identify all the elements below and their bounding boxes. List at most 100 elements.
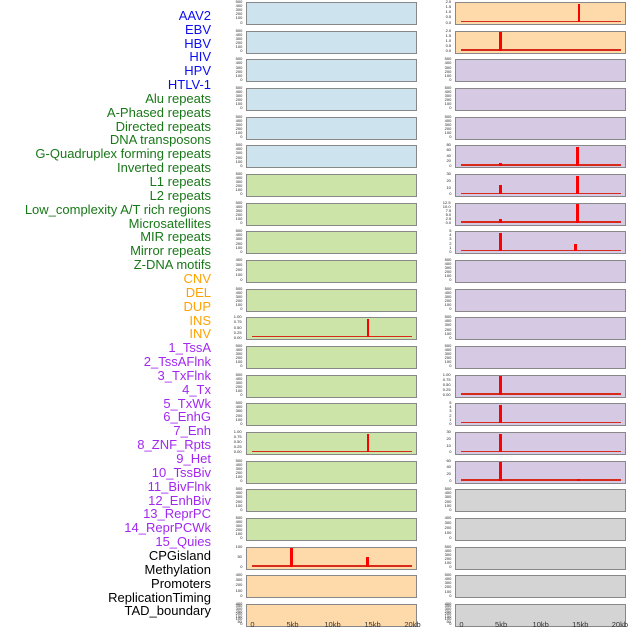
spike-marker bbox=[499, 219, 502, 223]
track-label: Z-DNA motifs bbox=[133, 257, 211, 273]
y-tick-label: 0 bbox=[448, 449, 451, 455]
track-plot bbox=[246, 403, 417, 427]
y-tick-label: 100 bbox=[444, 503, 451, 508]
y-tick-label: 400 bbox=[235, 462, 242, 467]
spike-marker bbox=[499, 163, 502, 166]
y-tick-label: 0.25 bbox=[234, 444, 242, 450]
y-tick-label: 100 bbox=[444, 616, 451, 622]
y-tick-label: 500 bbox=[444, 56, 451, 62]
y-tick-label: 10 bbox=[446, 443, 451, 448]
y-tick-label: 500 bbox=[235, 85, 242, 90]
track-plot bbox=[455, 59, 626, 83]
x-tick-label: 10kb bbox=[324, 620, 341, 629]
y-axis-ticks: 1.00 0.75 0.50 0.25 0.00 bbox=[209, 315, 244, 340]
y-tick-label: 500 bbox=[235, 171, 242, 176]
y-tick-label: 80 bbox=[446, 142, 451, 148]
y-tick-label: 0 bbox=[448, 105, 451, 111]
y-tick-label: 400 bbox=[444, 576, 451, 582]
y-tick-label: 20 bbox=[446, 436, 451, 441]
y-tick-label: 2 bbox=[448, 413, 451, 418]
y-tick-label: 5 bbox=[448, 228, 451, 234]
x-tick-label: 5kb bbox=[286, 620, 299, 629]
y-tick-label: 400 bbox=[444, 548, 451, 553]
y-axis-ticks: 500 400 300 200 100 0 bbox=[418, 56, 453, 82]
y-tick-label: 300 bbox=[444, 494, 451, 500]
track-label: 9_Het bbox=[176, 451, 211, 466]
y-tick-label: 350 bbox=[235, 603, 242, 609]
track-label: 4_Tx bbox=[182, 381, 211, 397]
y-tick-label: 300 bbox=[235, 179, 242, 185]
x-tick-label: 20kb bbox=[611, 620, 629, 629]
y-tick-label: 400 bbox=[235, 146, 242, 152]
y-tick-label: 400 bbox=[235, 175, 242, 181]
y-tick-label: 200 bbox=[235, 499, 242, 504]
y-tick-label: 100 bbox=[235, 44, 242, 50]
y-tick-label: 100 bbox=[235, 616, 242, 622]
y-axis-ticks: 500 400 300 200 100 0 bbox=[209, 28, 244, 54]
y-tick-label: 500 bbox=[444, 572, 451, 578]
y-tick-label: 100 bbox=[235, 359, 242, 365]
y-tick-label: 400 bbox=[444, 490, 451, 496]
y-tick-label: 0 bbox=[448, 535, 451, 541]
y-tick-label: 0 bbox=[239, 621, 242, 627]
y-tick-label: 100 bbox=[444, 302, 451, 307]
y-tick-label: 50 bbox=[237, 619, 242, 624]
track-plot bbox=[246, 145, 417, 169]
y-axis-ticks: 400 300 200 100 0 bbox=[209, 258, 244, 283]
track-plot bbox=[246, 231, 417, 255]
y-tick-label: 500 bbox=[235, 114, 242, 119]
y-tick-label: 300 bbox=[444, 294, 451, 299]
y-tick-label: 0 bbox=[239, 363, 242, 369]
y-tick-label: 200 bbox=[444, 525, 451, 531]
track-plot bbox=[246, 517, 417, 541]
track-label: 15_Quies bbox=[155, 534, 211, 550]
y-tick-label: 200 bbox=[235, 40, 242, 45]
y-tick-label: 500 bbox=[235, 515, 242, 520]
spike-marker bbox=[578, 3, 581, 23]
y-tick-label: 350 bbox=[444, 603, 451, 609]
track-plot bbox=[455, 116, 626, 140]
y-tick-label: 0.00 bbox=[234, 449, 242, 455]
track-label: 8_ZNF_Rpts bbox=[137, 437, 211, 453]
y-tick-label: 400 bbox=[444, 601, 451, 606]
track-label: EBV bbox=[184, 21, 211, 37]
y-tick-label: 200 bbox=[235, 470, 242, 475]
y-tick-label: 4 bbox=[448, 404, 451, 410]
track-label: 11_BivFlnk bbox=[147, 478, 211, 494]
y-tick-label: 0.0 bbox=[445, 48, 451, 54]
y-axis-ticks: 2.0 1.5 1.0 0.5 0.0 bbox=[418, 0, 453, 25]
track-plot bbox=[246, 202, 417, 226]
track-plot bbox=[246, 59, 417, 83]
y-tick-label: 500 bbox=[444, 85, 451, 90]
track-plot bbox=[455, 460, 626, 484]
track-label: 3_TxFlnk bbox=[157, 367, 211, 383]
track-plot bbox=[246, 116, 417, 140]
y-axis-ticks: 500 400 300 200 100 0 bbox=[418, 572, 453, 598]
track-label: A-Phased repeats bbox=[106, 104, 211, 120]
y-tick-label: 500 bbox=[444, 486, 451, 492]
y-tick-label: 200 bbox=[235, 267, 242, 273]
y-tick-label: 200 bbox=[235, 298, 242, 303]
y-tick-label: 300 bbox=[235, 577, 242, 583]
y-tick-label: 200 bbox=[444, 269, 451, 275]
y-axis-ticks: 500 400 300 200 100 0 bbox=[209, 57, 244, 82]
y-tick-label: 200 bbox=[444, 499, 451, 504]
y-axis-ticks: 400 350 300 250 200 150 100 50 0 bbox=[418, 601, 453, 627]
y-tick-label: 7.5 bbox=[445, 208, 451, 213]
y-tick-label: 300 bbox=[235, 7, 242, 13]
track-label: Microsatellites bbox=[128, 215, 211, 231]
track-plot bbox=[246, 603, 417, 627]
y-tick-label: 400 bbox=[235, 3, 242, 9]
y-tick-label: 200 bbox=[235, 97, 242, 103]
y-tick-label: 100 bbox=[444, 331, 451, 336]
y-axis-ticks: 500 400 300 200 100 0 bbox=[209, 143, 244, 168]
y-tick-label: 4 bbox=[448, 232, 451, 238]
baseline-line bbox=[251, 565, 412, 567]
y-tick-label: 200 bbox=[235, 155, 242, 160]
y-tick-label: 400 bbox=[235, 32, 242, 37]
y-tick-label: 0.00 bbox=[443, 392, 451, 398]
y-tick-label: 5.0 bbox=[445, 212, 451, 217]
y-tick-label: 1.5 bbox=[445, 33, 451, 38]
y-tick-label: 5 bbox=[448, 400, 451, 406]
y-axis-ticks: 500 400 300 200 100 0 bbox=[209, 458, 244, 484]
